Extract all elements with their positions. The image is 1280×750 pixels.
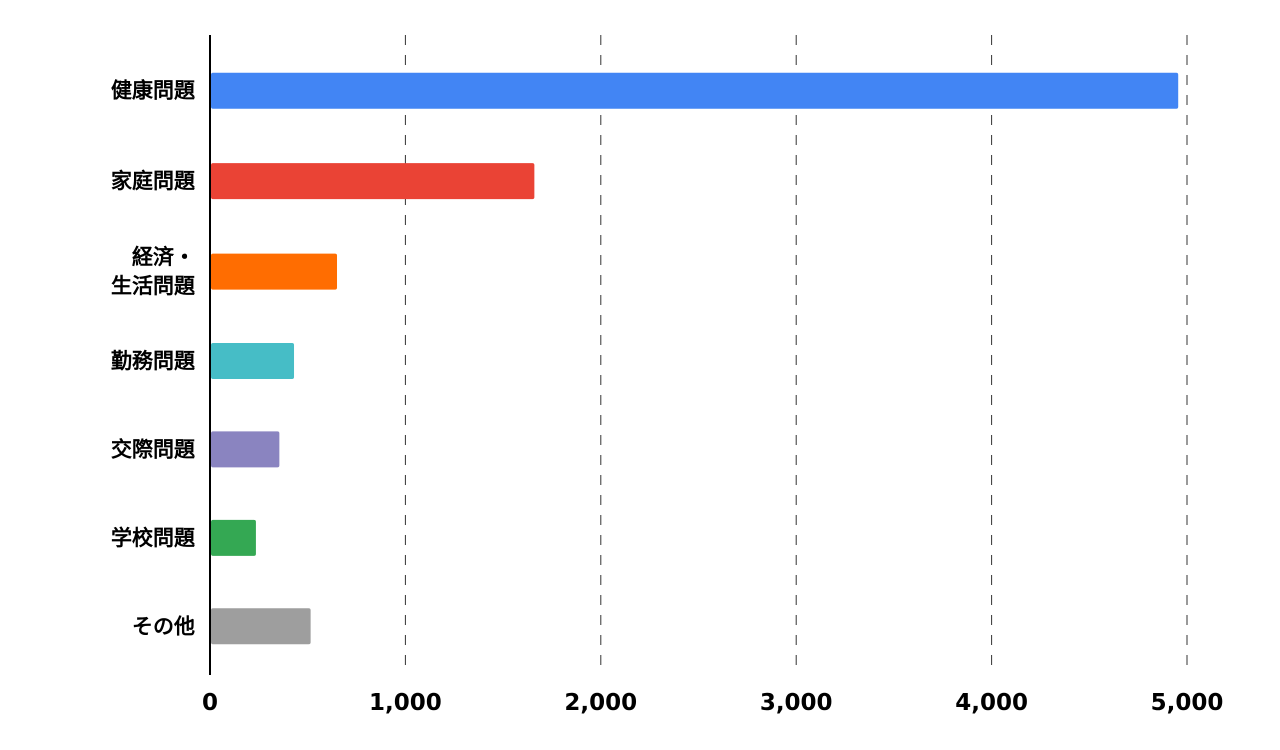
bar-3 xyxy=(211,343,295,379)
category-label-line: 健康問題 xyxy=(111,79,196,103)
x-tick-label-3: 3,000 xyxy=(760,690,833,716)
category-label-line: 学校問題 xyxy=(111,526,196,550)
category-label-2: 経済・生活問題 xyxy=(111,245,196,298)
x-tick-label-4: 4,000 xyxy=(955,690,1028,716)
x-tick-label-0: 0 xyxy=(202,690,218,716)
bar-5 xyxy=(211,519,256,556)
category-label-0: 健康問題 xyxy=(111,79,196,103)
bar-2 xyxy=(211,253,338,290)
category-label-4: 交際問題 xyxy=(111,437,196,461)
category-label-line: 経済・ xyxy=(132,245,195,269)
category-label-line: 家庭問題 xyxy=(111,169,196,193)
category-label-3: 勤務問題 xyxy=(111,349,196,373)
category-label-1: 家庭問題 xyxy=(111,169,196,193)
x-tick-label-5: 5,000 xyxy=(1151,690,1224,716)
x-tick-label-2: 2,000 xyxy=(564,690,637,716)
category-label-line: 生活問題 xyxy=(111,274,196,298)
category-label-5: 学校問題 xyxy=(111,526,196,550)
bar-4 xyxy=(211,431,280,468)
category-label-line: その他 xyxy=(132,614,195,638)
category-label-line: 勤務問題 xyxy=(111,349,196,373)
x-tick-label-1: 1,000 xyxy=(369,690,442,716)
bar-0 xyxy=(211,72,1179,109)
bar-6 xyxy=(211,608,311,645)
bar-1 xyxy=(211,163,535,200)
category-label-line: 交際問題 xyxy=(111,437,196,461)
category-label-6: その他 xyxy=(132,614,195,638)
